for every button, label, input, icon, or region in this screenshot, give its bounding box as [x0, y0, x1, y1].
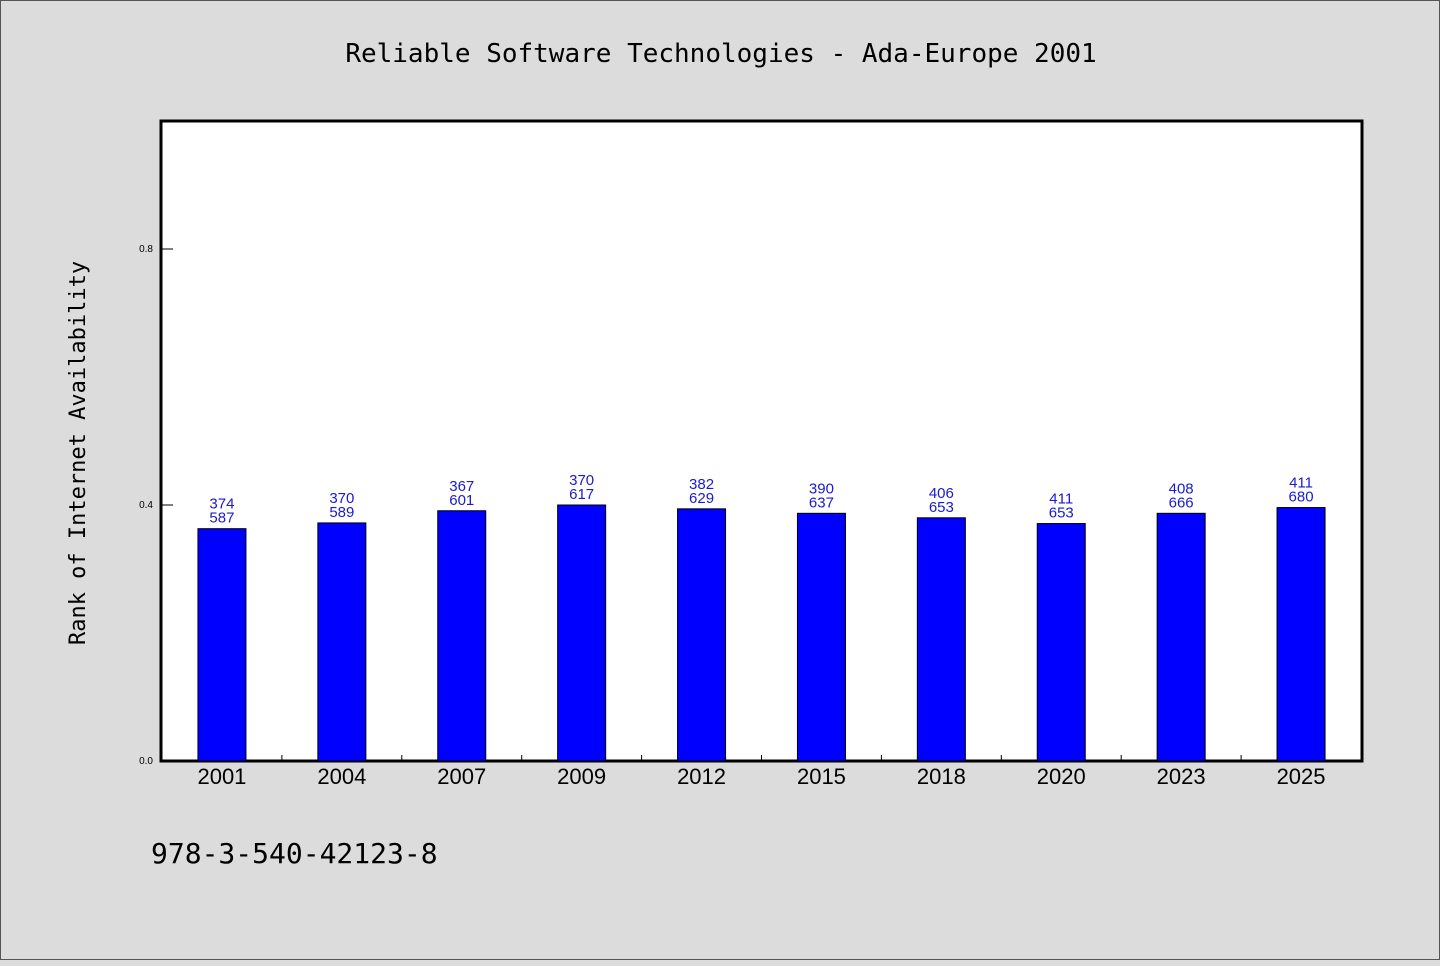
x-tick-label: 2018 — [917, 764, 966, 789]
data-label-top: 374 — [209, 496, 234, 513]
bar-2012 — [677, 508, 727, 762]
y-tick-label: 0.0 — [139, 756, 153, 767]
x-tick-label: 2007 — [437, 764, 486, 789]
x-tick-label: 2001 — [197, 764, 246, 789]
data-label-top: 367 — [449, 478, 474, 495]
bar-2007 — [437, 510, 487, 762]
x-tick-label: 2023 — [1157, 764, 1206, 789]
data-label-bottom: 629 — [689, 490, 714, 507]
x-tick-label: 2015 — [797, 764, 846, 789]
bar-2018 — [916, 517, 966, 762]
data-label-top: 411 — [1049, 491, 1073, 508]
data-label-bottom: 666 — [1169, 494, 1194, 511]
y-tick-label: 0.8 — [139, 244, 153, 255]
x-tick-label: 2012 — [677, 764, 726, 789]
chart-title: Reliable Software Technologies - Ada-Eur… — [345, 39, 1096, 69]
x-tick-label: 2004 — [317, 764, 366, 789]
data-label-top: 390 — [809, 480, 834, 497]
bar-2009 — [557, 504, 607, 762]
data-label-top: 370 — [569, 472, 594, 489]
data-label-bottom: 589 — [329, 504, 354, 521]
data-label-bottom: 653 — [929, 499, 954, 516]
data-label-bottom: 587 — [209, 510, 234, 527]
y-axis-label: Rank of Internet Availability — [66, 261, 91, 645]
bar-2015 — [796, 512, 846, 762]
y-tick-label: 0.4 — [139, 500, 153, 511]
x-tick-label: 2009 — [557, 764, 606, 789]
bars — [197, 504, 1326, 762]
data-label-bottom: 653 — [1049, 505, 1074, 522]
y-axis-ticks: 0.0 0.4 0.8 — [139, 244, 173, 767]
data-label-top: 382 — [689, 476, 714, 493]
bar-2025 — [1276, 507, 1326, 762]
data-labels: 3745873705893676013706173826293906374066… — [209, 472, 1313, 527]
data-label-top: 411 — [1289, 475, 1313, 492]
footer-isbn: 978-3-540-42123-8 — [151, 837, 438, 870]
data-label-bottom: 617 — [569, 486, 594, 503]
x-tick-label: 2020 — [1037, 764, 1086, 789]
data-label-bottom: 637 — [809, 494, 834, 511]
x-tick-label: 2025 — [1277, 764, 1326, 789]
data-label-bottom: 601 — [449, 492, 474, 509]
data-label-top: 370 — [329, 490, 354, 507]
x-axis-ticks: 2001 2004 2007 2009 2012 2015 2018 2020 2023 2025 — [197, 755, 1326, 789]
data-label-bottom: 680 — [1289, 489, 1314, 506]
bar-2023 — [1156, 512, 1206, 762]
bar-2020 — [1036, 523, 1086, 762]
data-label-top: 406 — [929, 485, 954, 502]
bar-2001 — [197, 528, 247, 762]
bar-2004 — [317, 522, 367, 762]
data-label-top: 408 — [1169, 480, 1194, 497]
